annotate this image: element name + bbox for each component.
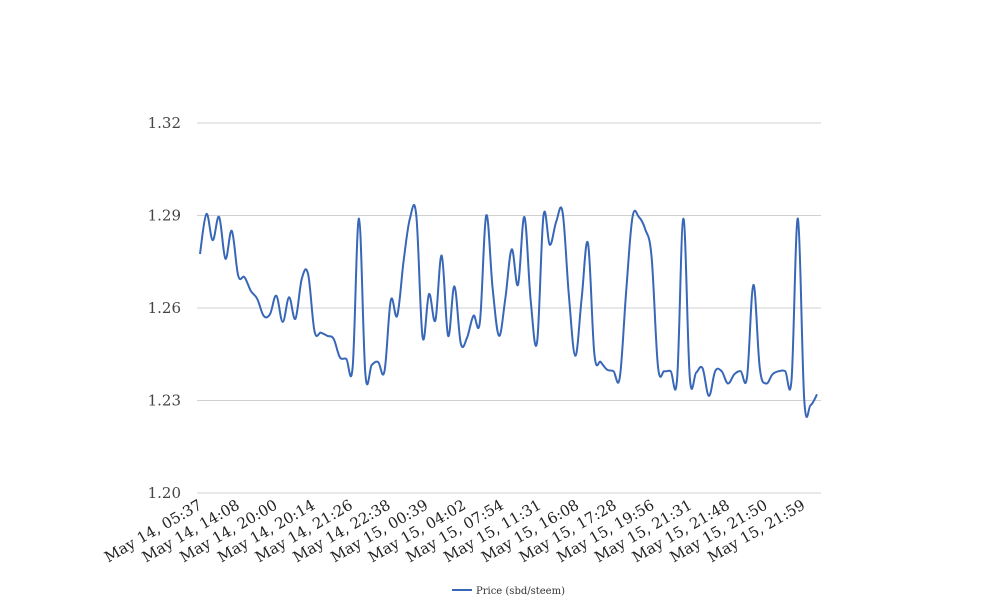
legend: Price (sbd/steem): [452, 586, 565, 597]
y-axis-ticks: 1.20 1.23 1.26 1.29 1.32: [148, 114, 181, 502]
gridlines: [197, 122, 821, 494]
legend-label: Price (sbd/steem): [476, 586, 565, 597]
y-tick-label: 1.23: [148, 392, 181, 410]
y-tick-label: 1.20: [148, 484, 181, 502]
series-group: [199, 203, 818, 418]
y-tick-label: 1.26: [148, 299, 181, 317]
y-tick-label: 1.32: [148, 114, 181, 132]
y-tick-label: 1.29: [148, 207, 181, 225]
series-line: [199, 203, 818, 418]
